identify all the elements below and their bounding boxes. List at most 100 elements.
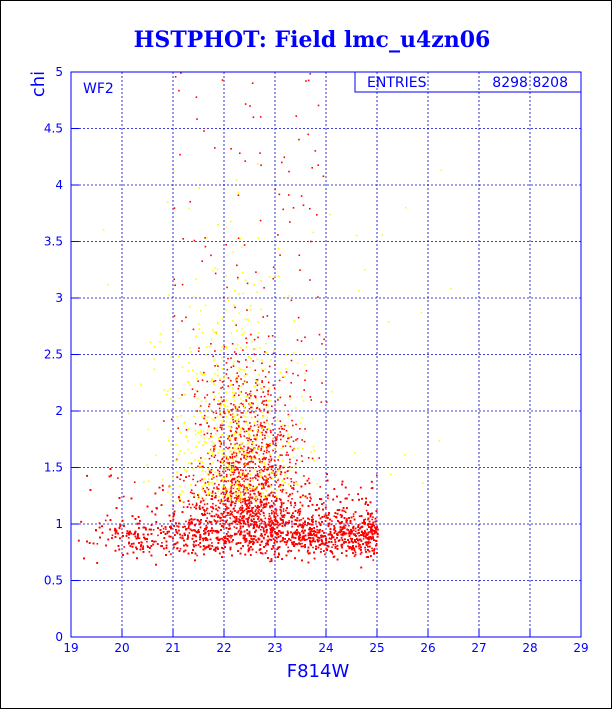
scatter-point [273, 515, 276, 517]
scatter-point [348, 546, 350, 548]
scatter-point [119, 523, 121, 526]
scatter-point [275, 536, 278, 539]
scatter-point [179, 547, 182, 550]
scatter-point [152, 528, 155, 531]
scatter-point [196, 554, 198, 557]
scatter-point [352, 513, 355, 515]
scatter-point [202, 539, 205, 542]
scatter-point [324, 553, 326, 556]
scatter-point [357, 525, 360, 528]
scatter-point [277, 552, 280, 555]
scatter-point [348, 493, 350, 496]
scatter-point [211, 542, 213, 544]
scatter-point [365, 509, 368, 512]
scatter-point [325, 517, 327, 519]
scatter-point [233, 534, 236, 536]
scatter-point [322, 502, 325, 504]
scatter-point [327, 497, 329, 500]
scatter-point [269, 560, 271, 563]
scatter-point [364, 518, 367, 521]
scatter-point [352, 527, 354, 530]
scatter-point [300, 530, 303, 533]
scatter-point [264, 544, 267, 547]
scatter-point [195, 505, 197, 507]
scatter-point [168, 550, 171, 553]
scatter-point [123, 546, 125, 548]
scatter-point [176, 525, 178, 527]
scatter-point [262, 537, 265, 539]
scatter-point [306, 524, 308, 527]
scatter-point [268, 512, 271, 515]
scatter-point [319, 486, 322, 488]
scatter-point [358, 535, 360, 537]
scatter-point [365, 532, 368, 535]
scatter-point [225, 540, 228, 543]
scatter-point [146, 540, 148, 543]
scatter-point [315, 535, 318, 538]
scatter-point [182, 506, 185, 508]
scatter-point [358, 515, 361, 518]
scatter-point [344, 511, 347, 514]
scatter-point [346, 517, 348, 520]
scatter-point [206, 530, 209, 533]
scatter-point [240, 533, 242, 536]
scatter-point [96, 542, 99, 545]
scatter-point [331, 520, 333, 522]
scatter-point [299, 512, 301, 515]
scatter-point [300, 518, 303, 521]
scatter-point [192, 519, 195, 521]
scatter-point [157, 534, 159, 537]
scatter-point [285, 543, 288, 546]
scatter-point [247, 550, 250, 553]
scatter-point [170, 553, 172, 555]
scatter-point [117, 477, 119, 479]
scatter-point [301, 542, 303, 545]
scatter-point [202, 538, 205, 541]
scatter-point [231, 541, 233, 543]
scatter-point [267, 485, 269, 488]
scatter-point [248, 535, 251, 537]
scatter-point [332, 544, 335, 546]
scatter-point [142, 545, 145, 548]
scatter-point [148, 551, 151, 553]
scatter-point [266, 550, 268, 552]
scatter-point [219, 517, 222, 520]
scatter-point [185, 520, 187, 523]
scatter-point [372, 559, 375, 561]
scatter-point [138, 537, 141, 540]
scatter-point [292, 512, 294, 514]
scatter-point [233, 526, 236, 528]
scatter-point [350, 538, 353, 541]
scatter-point [347, 545, 349, 547]
scatter-point [194, 529, 197, 532]
scatter-point [291, 532, 294, 535]
red-series [77, 72, 379, 569]
scatter-point [309, 530, 311, 533]
scatter-point [207, 529, 210, 532]
scatter-point [357, 545, 360, 548]
scatter-point [331, 552, 334, 555]
scatter-point [166, 532, 169, 535]
scatter-point [111, 534, 114, 537]
scatter-point [288, 520, 290, 522]
scatter-point [341, 526, 343, 529]
scatter-point [348, 524, 350, 527]
scatter-point [352, 515, 355, 518]
scatter-point [306, 538, 309, 541]
scatter-point [353, 555, 356, 557]
scatter-point [369, 541, 372, 544]
scatter-point [282, 531, 284, 534]
scatter-point [104, 519, 107, 522]
scatter-point [366, 528, 368, 531]
scatter-point [215, 504, 217, 507]
scatter-point [98, 522, 101, 524]
scatter-point [316, 529, 318, 531]
scatter-point [197, 528, 200, 531]
scatter-point [274, 556, 277, 559]
scatter-point [375, 474, 378, 477]
scatter-point [165, 528, 167, 530]
scatter-point [127, 537, 130, 539]
scatter-point [211, 532, 213, 534]
scatter-point [319, 528, 322, 531]
scatter-point [276, 537, 278, 540]
